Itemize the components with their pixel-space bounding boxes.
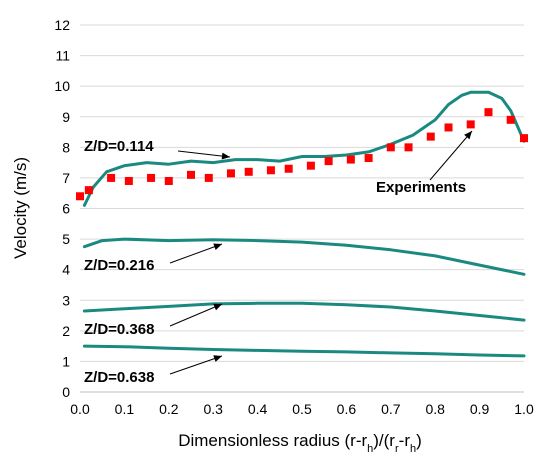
x-tick-label-1.0: 1.0 [514, 401, 534, 417]
x-tick-label-0.9: 0.9 [470, 401, 490, 417]
annotation-arrowhead-2 [213, 243, 222, 251]
experiment-marker [426, 132, 435, 141]
y-axis-title: Velocity (m/s) [11, 157, 30, 259]
series-line-0 [82, 90, 526, 207]
gridlines [80, 24, 524, 393]
series-layer [76, 90, 528, 358]
x-tick-label-0.2: 0.2 [159, 401, 179, 417]
experiment-marker [76, 192, 84, 201]
annotation-label-4: Z/D=0.638 [84, 369, 154, 386]
annotation-arrowhead-4 [213, 355, 222, 362]
annotations-layer: Z/D=0.114 Experiments Z/D=0.216 Z/D=0.368 Z/… [84, 130, 473, 386]
series-line-3 [82, 301, 526, 322]
experiment-marker [84, 186, 93, 195]
y-tick-label-11: 11 [55, 48, 70, 64]
experiment-marker [164, 176, 173, 185]
y-tick-label-4: 4 [62, 262, 70, 278]
experiment-marker [147, 173, 156, 182]
experiment-marker [284, 164, 293, 173]
experiment-marker [364, 154, 373, 163]
experiment-marker [346, 155, 355, 164]
y-tick-label-10: 10 [54, 78, 70, 94]
series-line-2 [82, 237, 526, 276]
experiment-marker [107, 173, 116, 182]
x-tick-label-0.7: 0.7 [381, 401, 401, 417]
annotation-label-2: Z/D=0.216 [84, 257, 154, 274]
annotation-label-1: Experiments [376, 179, 466, 196]
experiment-marker [466, 120, 475, 129]
y-tick-label-5: 5 [62, 231, 70, 247]
annotation-arrow-0 [177, 150, 231, 158]
experiment-marker [266, 166, 275, 175]
experiment-marker [187, 170, 195, 179]
series-line-4 [82, 344, 526, 358]
x-tick-label-0.1: 0.1 [115, 401, 135, 417]
experiment-marker [484, 108, 493, 117]
experiment-marker [124, 176, 133, 185]
experiment-marker [244, 167, 253, 176]
y-tick-label-9: 9 [62, 109, 70, 125]
experiment-marker [404, 143, 413, 152]
x-tick-label-0.8: 0.8 [425, 401, 445, 417]
y-tick-label-8: 8 [62, 139, 70, 155]
y-tick-label-6: 6 [62, 201, 70, 217]
experiment-marker [386, 143, 395, 152]
experiment-marker [324, 157, 333, 166]
y-tick-label-2: 2 [62, 323, 70, 339]
y-tick-label-1: 1 [62, 353, 70, 369]
annotation-arrow-2 [169, 243, 223, 264]
annotation-arrow-3 [169, 303, 223, 327]
x-tick-label-0.3: 0.3 [203, 401, 223, 417]
x-tick-label-0.0: 0.0 [70, 401, 90, 417]
y-tick-label-7: 7 [62, 170, 70, 186]
x-tick-label-0.4: 0.4 [248, 401, 268, 417]
y-tick-label-12: 12 [54, 17, 70, 33]
experiment-marker [506, 115, 515, 124]
annotation-arrowhead-3 [213, 303, 222, 311]
annotation-arrowhead-1 [464, 131, 472, 140]
x-tick-labels: 0.0 0.1 0.2 0.3 0.4 0.5 0.6 0.7 0.8 0.9 1.0 [70, 401, 534, 417]
annotation-arrowhead-0 [221, 152, 230, 160]
x-tick-label-0.6: 0.6 [337, 401, 357, 417]
experiment-marker [204, 173, 213, 182]
y-tick-label-3: 3 [62, 292, 70, 308]
annotation-arrow-1 [429, 130, 473, 181]
annotation-label-3: Z/D=0.368 [84, 321, 154, 338]
experiment-marker [306, 161, 315, 170]
annotation-label-0: Z/D=0.114 [84, 138, 154, 155]
x-tick-label-0.5: 0.5 [292, 401, 312, 417]
y-tick-label-0: 0 [62, 384, 70, 400]
annotation-arrow-4 [169, 355, 223, 375]
experiment-marker [226, 169, 235, 178]
experiment-marker [520, 134, 528, 143]
experiment-marker [444, 123, 453, 132]
x-axis-title: Dimensionless radius (r-rh)/(rr-rh) [178, 431, 422, 455]
